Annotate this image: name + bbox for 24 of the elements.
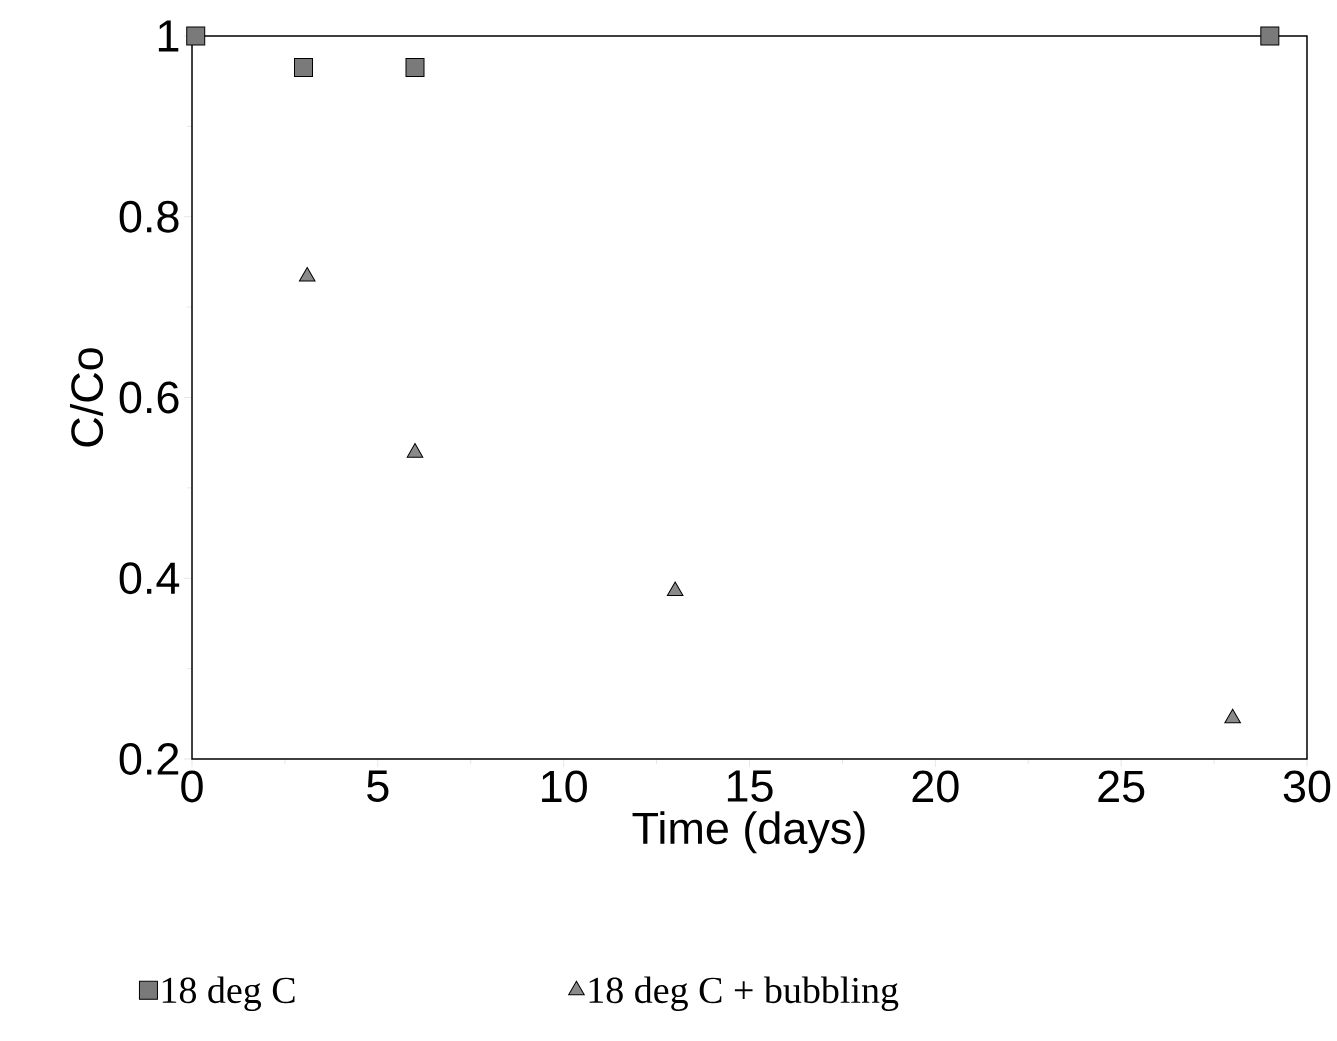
legend-label: 18 deg C + bubbling bbox=[589, 976, 899, 1011]
x-tick-label: 5 bbox=[367, 770, 389, 802]
x-axis-title: Time (days) bbox=[632, 811, 865, 854]
point bbox=[666, 581, 684, 596]
y-tick-label: 0.6 bbox=[119, 381, 179, 414]
point bbox=[406, 443, 424, 458]
y-tick-label: 1 bbox=[158, 20, 179, 52]
point bbox=[405, 58, 425, 78]
x-tick-label: 15 bbox=[727, 770, 773, 802]
x-tick-label: 25 bbox=[1098, 770, 1145, 803]
point bbox=[294, 58, 313, 78]
y-tick-label: 0.2 bbox=[119, 743, 179, 775]
y-tick-label: 0.8 bbox=[119, 200, 179, 233]
x-tick-label: 30 bbox=[1283, 770, 1331, 803]
x-tick-label: 10 bbox=[542, 770, 587, 803]
y-axis-title: C/Co bbox=[70, 348, 104, 447]
point bbox=[298, 266, 316, 282]
x-tick-label: 20 bbox=[912, 770, 959, 803]
point bbox=[186, 26, 206, 46]
y-tick-label: 0.4 bbox=[119, 562, 180, 595]
point bbox=[1224, 708, 1241, 724]
x-tick-label: 0 bbox=[181, 770, 203, 803]
point bbox=[1260, 26, 1280, 46]
legend-label: 18 deg C bbox=[162, 976, 295, 1011]
